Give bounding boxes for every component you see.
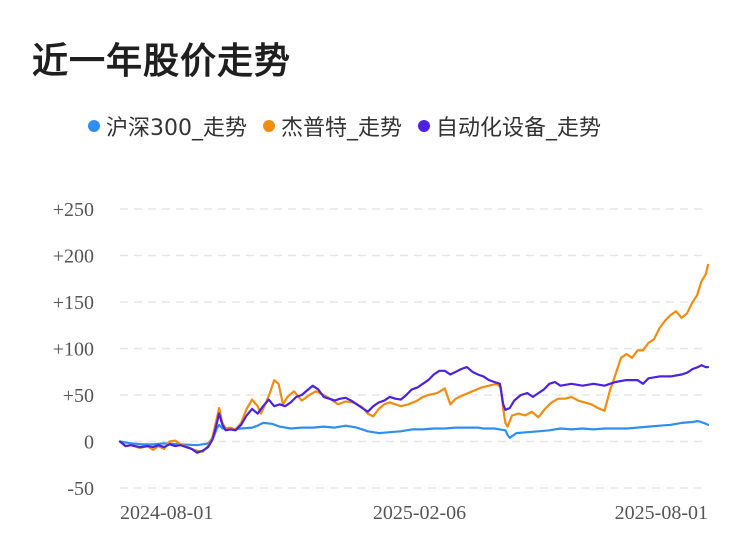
legend: 沪深300_走势 杰普特_走势 自动化设备_走势 <box>88 110 617 142</box>
series-line-1 <box>118 263 710 453</box>
y-tick-label: +50 <box>63 385 94 407</box>
legend-item-automation[interactable]: 自动化设备_走势 <box>418 110 601 142</box>
y-tick-label: +250 <box>53 199 94 221</box>
x-tick-label: 2025-02-06 <box>373 502 466 524</box>
legend-dot-automation <box>418 120 431 132</box>
y-tick-label: +100 <box>53 339 94 361</box>
legend-dot-hs300 <box>88 120 100 132</box>
legend-label-hs300: 沪深300_走势 <box>106 116 247 141</box>
y-tick-label: +200 <box>53 246 94 268</box>
y-tick-label: +150 <box>53 292 94 314</box>
chart-title: 近一年股价走势 <box>32 41 292 82</box>
x-tick-label: 2025-08-01 <box>615 502 708 524</box>
grid-lines <box>120 208 708 489</box>
y-tick-label: 0 <box>84 432 94 454</box>
legend-label-jpt: 杰普特_走势 <box>281 116 403 141</box>
legend-item-hs300[interactable]: 沪深300_走势 <box>88 110 247 142</box>
legend-dot-jpt <box>263 120 275 132</box>
series-lines <box>118 263 710 454</box>
y-axis-ticks: +250 +200 +150 +100 +50 0 -50 <box>53 199 94 500</box>
legend-item-jpt[interactable]: 杰普特_走势 <box>263 110 402 142</box>
x-tick-label: 2024-08-01 <box>120 502 213 524</box>
series-line-0 <box>118 419 710 447</box>
series-line-2 <box>118 364 710 454</box>
x-axis-ticks: 2024-08-01 2025-02-06 2025-08-01 <box>120 502 708 524</box>
legend-label-automation: 自动化设备_走势 <box>436 116 602 141</box>
y-tick-label: -50 <box>67 478 94 500</box>
